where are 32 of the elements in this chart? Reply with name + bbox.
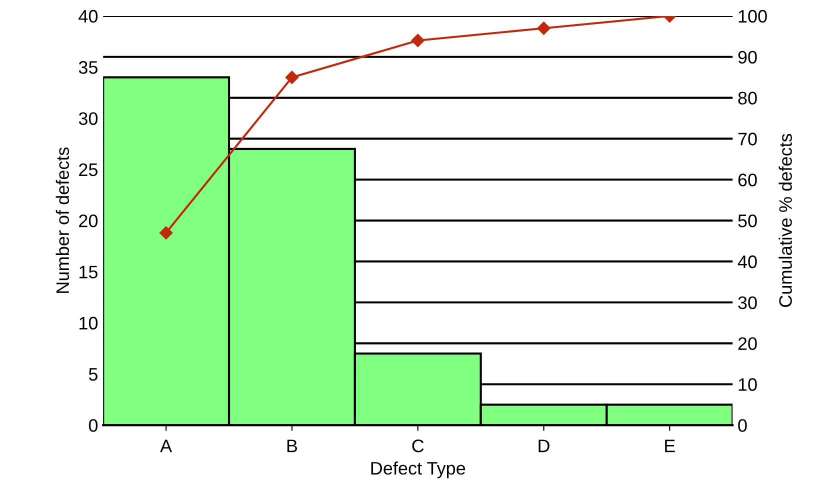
y2-tick-label: 20 [738, 337, 757, 350]
y2-tick-label: 60 [738, 174, 757, 186]
y-tick-label: 30 [78, 112, 98, 125]
point [537, 22, 550, 35]
y-tick-label: 5 [88, 368, 98, 381]
y2-tick-label: 0 [738, 419, 747, 432]
y2-tick-label: 100 [738, 10, 767, 23]
y2-tick-label: 30 [738, 296, 757, 310]
y2-tick-label: 50 [738, 214, 757, 228]
y2-tick-label: 10 [738, 378, 757, 391]
x-tick-label: C [412, 440, 424, 452]
y-axis-title: Number of defects [56, 147, 70, 293]
y-tick-label: 40 [78, 10, 98, 23]
y2-tick-label: 40 [738, 255, 757, 268]
y-tick-label: 0 [88, 419, 98, 432]
y-tick-label: 15 [80, 266, 98, 278]
y2-axis-title: Cumulative % defects [778, 134, 792, 307]
y-tick-label: 20 [79, 214, 98, 228]
y2-tick-label: 80 [738, 92, 757, 105]
x-tick-label: A [160, 440, 172, 452]
x-axis-title: Defect Type [371, 461, 466, 478]
y-tick-label: 35 [78, 61, 98, 74]
point [159, 226, 173, 240]
point [411, 34, 424, 48]
x-tick-label: B [287, 440, 298, 452]
x-tick-label: D [538, 440, 550, 452]
y-tick-label: 10 [80, 316, 98, 330]
y2-tick-label: 90 [738, 50, 757, 64]
y2-tick-label: 70 [738, 132, 757, 146]
y-tick-label: 25 [79, 163, 98, 176]
x-tick-label: E [665, 440, 675, 452]
point [285, 70, 299, 84]
